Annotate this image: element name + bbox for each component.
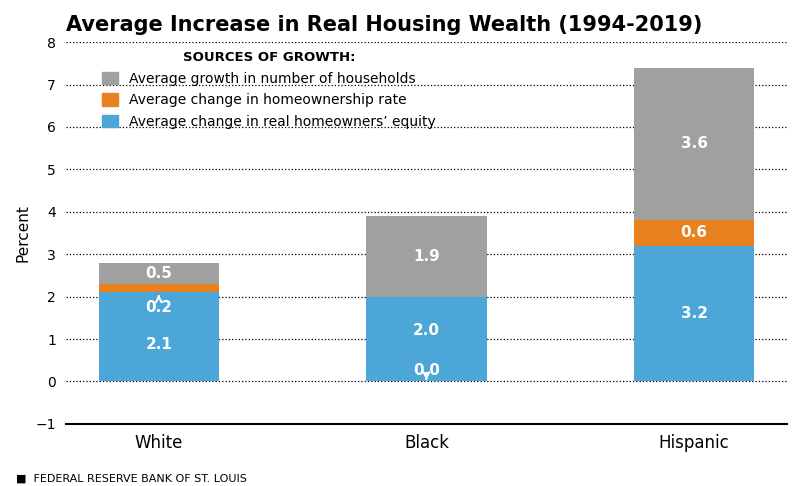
- Y-axis label: Percent: Percent: [15, 204, 30, 262]
- Text: 0.2: 0.2: [145, 300, 172, 315]
- Text: 2.0: 2.0: [413, 323, 439, 338]
- Bar: [99, 293, 219, 382]
- Text: ■  FEDERAL RESERVE BANK OF ST. LOUIS: ■ FEDERAL RESERVE BANK OF ST. LOUIS: [16, 473, 247, 484]
- Text: 0.0: 0.0: [413, 364, 439, 378]
- Bar: [99, 262, 219, 284]
- Bar: [634, 246, 754, 382]
- Bar: [367, 216, 487, 296]
- Bar: [634, 68, 754, 220]
- Bar: [634, 220, 754, 246]
- Text: 0.5: 0.5: [145, 266, 172, 281]
- Text: 0.6: 0.6: [681, 226, 707, 241]
- Text: 2.1: 2.1: [145, 336, 172, 351]
- Bar: [367, 296, 487, 382]
- Legend: Average growth in number of households, Average change in homeownership rate, Av: Average growth in number of households, …: [102, 51, 436, 129]
- Text: 3.2: 3.2: [681, 306, 707, 321]
- Text: 1.9: 1.9: [413, 249, 439, 264]
- Bar: [99, 284, 219, 293]
- Text: 3.6: 3.6: [681, 137, 707, 152]
- Text: Average Increase in Real Housing Wealth (1994-2019): Average Increase in Real Housing Wealth …: [66, 15, 703, 35]
